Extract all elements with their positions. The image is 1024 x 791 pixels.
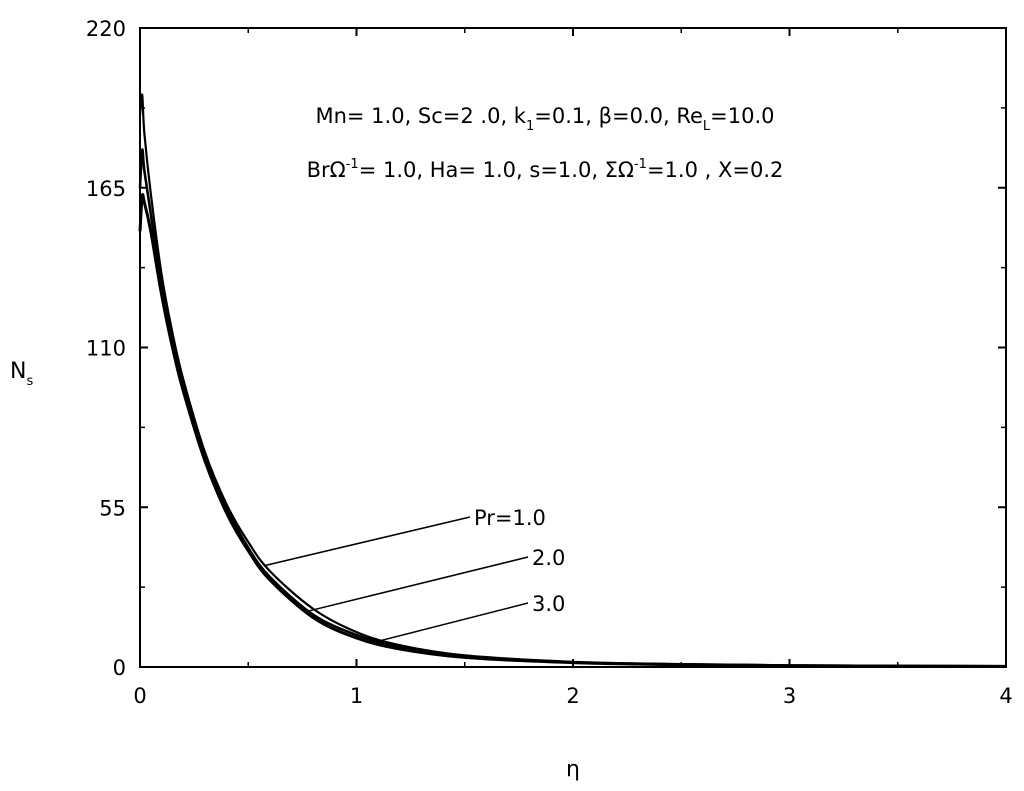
x-tick-label: 4 bbox=[999, 684, 1012, 708]
x-tick-label: 0 bbox=[133, 684, 146, 708]
annotation-segment: Mn= 1.0, Sc=2 .0, k bbox=[315, 104, 526, 128]
annotation-segment: -1 bbox=[346, 157, 359, 172]
series-line-2 bbox=[138, 148, 1007, 668]
curve-label-leaders bbox=[265, 516, 529, 644]
curves bbox=[138, 93, 1007, 668]
curve-labels: Pr=1.0 2.0 3.0 bbox=[474, 506, 565, 616]
y-tick-label: 55 bbox=[99, 496, 126, 520]
annotation-segment: = 1.0, Ha= 1.0, s=1.0, ΣΩ bbox=[359, 158, 634, 182]
series-line-3 bbox=[138, 193, 1007, 668]
curve-label-leader bbox=[265, 516, 471, 567]
y-tick-label: 0 bbox=[113, 656, 126, 680]
annotation-segment: BrΩ bbox=[307, 158, 346, 182]
curve-label: 3.0 bbox=[532, 592, 565, 616]
y-axis-label-main: N bbox=[10, 359, 26, 384]
y-tick-label: 220 bbox=[86, 17, 126, 41]
x-tick-label: 2 bbox=[566, 684, 579, 708]
y-tick-label: 165 bbox=[86, 177, 126, 201]
curve-label: 2.0 bbox=[532, 546, 565, 570]
annotation-segment: -1 bbox=[634, 157, 647, 172]
ticks: 0 1 2 3 4 0 55 110 165 220 bbox=[86, 17, 1013, 708]
curve-label-leader bbox=[308, 556, 529, 612]
annotation-segment: 1 bbox=[526, 119, 534, 134]
annotation-segment: =0.1, β=0.0, Re bbox=[534, 104, 703, 128]
x-axis-label: η bbox=[566, 757, 580, 782]
x-tick-label: 3 bbox=[783, 684, 796, 708]
annotation-segment: =1.0 , X=0.2 bbox=[647, 158, 783, 182]
y-tick-label: 110 bbox=[86, 337, 126, 361]
parameter-annotation-line-1: Mn= 1.0, Sc=2 .0, k1=0.1, β=0.0, ReL=10.… bbox=[315, 104, 774, 134]
y-axis-label: Ns bbox=[10, 359, 33, 389]
curve-label: Pr=1.0 bbox=[474, 506, 546, 530]
y-axis-label-subscript: s bbox=[26, 374, 33, 389]
annotation-segment: L bbox=[703, 119, 711, 134]
x-tick-label: 1 bbox=[350, 684, 363, 708]
annotation-segment: =10.0 bbox=[710, 104, 774, 128]
parameter-annotation-line-2: BrΩ-1= 1.0, Ha= 1.0, s=1.0, ΣΩ-1=1.0 , X… bbox=[307, 157, 784, 182]
curve-label-leader bbox=[373, 602, 529, 644]
